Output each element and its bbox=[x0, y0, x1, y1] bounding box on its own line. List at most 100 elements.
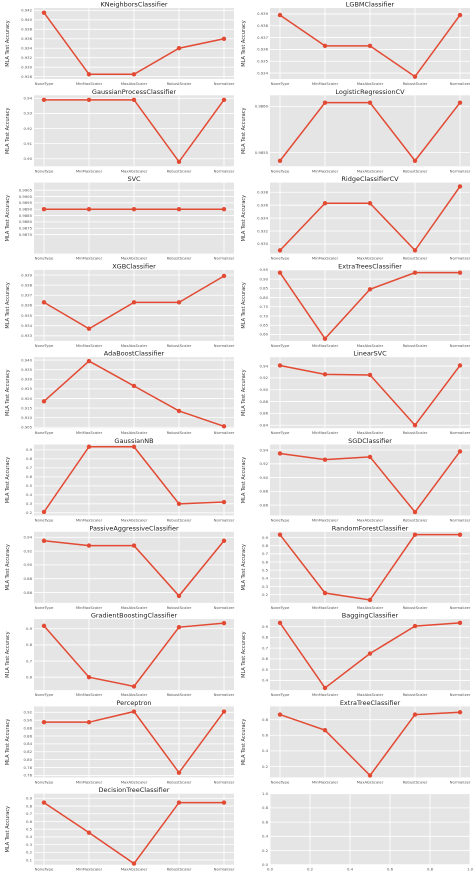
y-tick-label: 0.88 bbox=[24, 725, 33, 730]
y-tick-label: 0.9880 bbox=[19, 219, 33, 224]
x-tick-label: NoneType bbox=[35, 605, 54, 610]
subplot-title: RandomForestClassifier bbox=[332, 524, 409, 532]
data-point bbox=[86, 72, 92, 77]
x-tick-label: NoneType bbox=[35, 168, 54, 173]
data-point bbox=[221, 800, 227, 805]
subplot-title: PassiveAggressiveClassifier bbox=[89, 524, 179, 532]
x-tick-label: NoneType bbox=[35, 692, 54, 697]
x-tick-label: MaxAbsScaler bbox=[121, 168, 148, 173]
y-tick-label: 0.934 bbox=[21, 323, 32, 328]
data-point bbox=[86, 830, 92, 835]
data-point bbox=[221, 709, 227, 714]
y-tick-label: 0.934 bbox=[257, 70, 268, 75]
data-point bbox=[277, 712, 283, 717]
x-tick-label: NoneType bbox=[35, 81, 54, 86]
y-tick-label: 0.930 bbox=[21, 377, 32, 382]
x-tick-label: Normalizer bbox=[214, 779, 235, 784]
y-tick-label: 0.5 bbox=[26, 483, 33, 488]
y-tick-label: 0.2 bbox=[26, 850, 33, 855]
data-point bbox=[86, 326, 92, 331]
x-tick-label: NoneType bbox=[271, 518, 290, 523]
data-point bbox=[277, 363, 283, 368]
subplot-9: 0.905 0.910 0.915 0.920 0.925 0.930 0.935 0.940… bbox=[5, 350, 235, 436]
y-tick-label: 0.9900 bbox=[19, 194, 33, 199]
x-tick-label: MinMaxScaler bbox=[76, 605, 103, 610]
y-tick-label: 0.940 bbox=[21, 357, 32, 362]
subplot-title: BaggingClassifier bbox=[342, 612, 399, 620]
x-tick-label: MinMaxScaler bbox=[76, 256, 103, 261]
data-point bbox=[457, 532, 463, 537]
data-point bbox=[322, 43, 328, 49]
data-point bbox=[176, 207, 182, 212]
data-point bbox=[322, 372, 328, 377]
subplot-17: 0.76 0.78 0.80 0.82 0.84 0.86 0.88 0.90 0.92 None… bbox=[5, 699, 235, 785]
subplot-title: SVC bbox=[127, 175, 141, 183]
y-tick-label: 0.85 bbox=[260, 286, 269, 291]
y-axis-label: MLA Test Accuracy bbox=[241, 369, 247, 416]
y-tick-label: 0.9 bbox=[26, 626, 33, 631]
y-tick-label: 0.4 bbox=[26, 492, 33, 497]
y-tick-label: 0.5 bbox=[262, 667, 269, 672]
data-point bbox=[176, 300, 182, 305]
subplot-title: LogisticRegressionCV bbox=[335, 88, 405, 96]
y-tick-label: 0.6 bbox=[26, 674, 33, 679]
x-tick-label: NoneType bbox=[271, 81, 290, 86]
y-tick-label: 0.934 bbox=[21, 46, 32, 51]
y-tick-label: 0.6 bbox=[262, 733, 269, 738]
data-point bbox=[277, 532, 283, 537]
y-tick-label: 0.936 bbox=[21, 36, 32, 41]
data-point bbox=[41, 399, 47, 404]
y-tick-label: 0.84 bbox=[260, 423, 269, 428]
subplot-6: 0.930 0.932 0.934 0.936 0.938 NoneType MinMaxS… bbox=[241, 175, 471, 261]
subplot-3: 0.90 0.91 0.92 0.93 0.94 NoneType MinMaxScaler… bbox=[5, 88, 235, 174]
y-tick-label: 0.92 bbox=[260, 461, 269, 466]
y-tick-label: 0.5 bbox=[262, 567, 269, 572]
x-tick-label: 0.2 bbox=[307, 867, 314, 872]
y-tick-label: 0.928 bbox=[21, 74, 32, 79]
y-tick-label: 0.938 bbox=[21, 27, 32, 32]
subplot-title: DecisionTreeClassifier bbox=[99, 786, 170, 794]
y-tick-label: 0.925 bbox=[21, 386, 32, 391]
x-tick-label: RobustScaler bbox=[167, 168, 192, 173]
y-tick-label: 0.9 bbox=[262, 535, 269, 540]
x-tick-label: RobustScaler bbox=[167, 605, 192, 610]
data-point bbox=[131, 543, 137, 548]
x-tick-label: RobustScaler bbox=[403, 692, 428, 697]
y-axis-label: MLA Test Accuracy bbox=[5, 195, 11, 242]
x-tick-label: Normalizer bbox=[450, 430, 471, 435]
y-tick-label: 0.2 bbox=[262, 592, 269, 597]
data-point bbox=[86, 358, 92, 364]
data-point bbox=[221, 499, 227, 505]
y-axis-label: MLA Test Accuracy bbox=[5, 108, 11, 155]
x-tick-label: MinMaxScaler bbox=[76, 343, 103, 348]
data-point bbox=[221, 538, 227, 543]
subplot-4: 0.9855 0.9860 NoneType MinMaxScaler MaxAbsSc… bbox=[241, 88, 471, 174]
data-point bbox=[277, 12, 283, 18]
y-axis-label: MLA Test Accuracy bbox=[241, 282, 247, 329]
y-axis-label: MLA Test Accuracy bbox=[241, 719, 247, 766]
x-tick-label: 0.6 bbox=[387, 867, 394, 872]
x-tick-label: RobustScaler bbox=[167, 779, 192, 784]
x-tick-label: Normalizer bbox=[450, 343, 471, 348]
x-tick-label: MaxAbsScaler bbox=[121, 518, 148, 523]
data-point bbox=[221, 620, 227, 626]
subplot-title: SGDClassifier bbox=[348, 437, 392, 445]
y-tick-label: 0.93 bbox=[24, 111, 33, 116]
y-tick-label: 0.70 bbox=[260, 313, 269, 318]
y-tick-label: 0.82 bbox=[24, 749, 33, 754]
x-tick-label: MaxAbsScaler bbox=[121, 692, 148, 697]
y-tick-label: 0.80 bbox=[260, 295, 269, 300]
y-tick-label: 0.915 bbox=[21, 405, 32, 410]
x-tick-label: RobustScaler bbox=[167, 867, 192, 872]
subplot-title: KNeighborsClassifier bbox=[100, 1, 167, 9]
subplot-12: 0.86 0.88 0.90 0.92 0.94 NoneType MinMaxScaler… bbox=[241, 437, 471, 523]
x-tick-label: RobustScaler bbox=[167, 343, 192, 348]
y-tick-label: 0.92 bbox=[24, 710, 33, 715]
data-point bbox=[277, 270, 283, 275]
y-tick-label: 0.8 bbox=[262, 543, 269, 548]
subplot-title: GradientBoostingClassifier bbox=[91, 612, 178, 620]
data-point bbox=[367, 597, 373, 603]
x-tick-label: MinMaxScaler bbox=[76, 867, 103, 872]
x-tick-label: NoneType bbox=[35, 430, 54, 435]
data-point bbox=[221, 424, 227, 429]
